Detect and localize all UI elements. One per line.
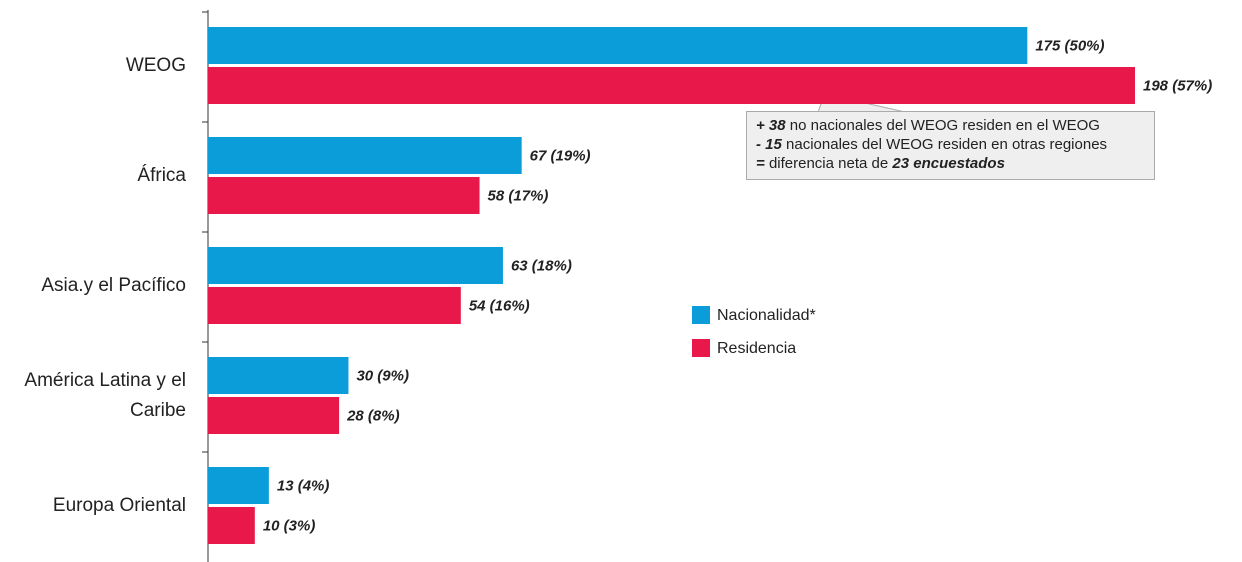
bar xyxy=(208,67,1135,104)
bar xyxy=(208,247,503,284)
value-label: 175 (50%) xyxy=(1035,37,1104,54)
value-label: 198 (57%) xyxy=(1143,77,1212,94)
value-label: 67 (19%) xyxy=(530,147,591,164)
annotation-bold: - 15 xyxy=(756,136,782,153)
y-tick-label: Europa Oriental xyxy=(52,495,186,516)
annotation-text: diferencia neta de xyxy=(768,155,889,172)
value-label: 54 (16%) xyxy=(469,297,530,314)
value-label: 58 (17%) xyxy=(488,187,549,204)
bar xyxy=(208,507,255,544)
bar xyxy=(208,357,349,394)
annotation-bold: 23 encuestados xyxy=(892,155,1005,172)
y-tick-label: WEOG xyxy=(125,55,186,76)
annotation-bold: = xyxy=(756,155,765,172)
bar xyxy=(208,177,480,214)
annotation-line: - 15 nacionales del WEOG residen en otra… xyxy=(756,135,1145,154)
bar xyxy=(208,397,340,434)
y-tick-label: África xyxy=(137,165,186,186)
annotation-line: + 38 no nacionales del WEOG residen en e… xyxy=(756,116,1145,135)
y-tick-label: Asia.y el Pacífico xyxy=(41,275,186,296)
legend-swatch xyxy=(692,339,710,357)
bar xyxy=(208,287,461,324)
bar xyxy=(208,467,269,504)
y-tick-label: América Latina y el Caribe xyxy=(24,370,186,421)
value-label: 28 (8%) xyxy=(346,407,400,424)
legend-label: Residencia xyxy=(717,340,796,357)
value-label: 10 (3%) xyxy=(263,517,316,534)
annotation: + 38 no nacionales del WEOG residen en e… xyxy=(746,111,1155,180)
annotation-line: = diferencia neta de 23 encuestados xyxy=(756,154,1145,173)
value-label: 30 (9%) xyxy=(356,367,409,384)
annotation-bold: + 38 xyxy=(756,117,786,134)
legend-label: Nacionalidad* xyxy=(717,307,816,324)
value-label: 63 (18%) xyxy=(511,257,572,274)
value-label: 13 (4%) xyxy=(277,477,330,494)
bar xyxy=(208,27,1028,64)
annotation-text: nacionales del WEOG residen en otras reg… xyxy=(786,136,1108,153)
annotation-text: no nacionales del WEOG residen en el WEO… xyxy=(789,117,1100,134)
bar xyxy=(208,137,522,174)
legend-swatch xyxy=(692,306,710,324)
